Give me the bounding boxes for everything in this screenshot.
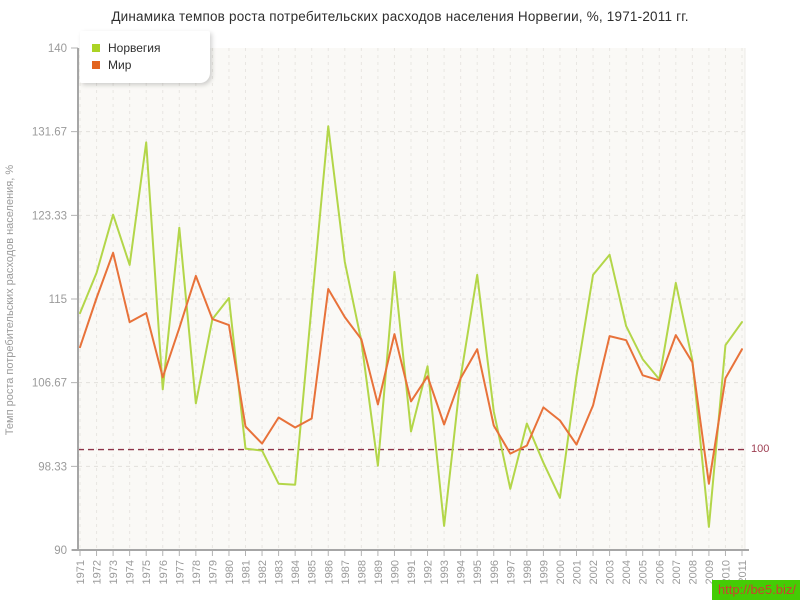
x-tick-label: 1997 [505,560,517,584]
x-tick-label: 1988 [356,560,368,584]
x-tick-label: 1976 [158,560,170,584]
x-tick-label: 2010 [720,560,732,584]
x-tick-label: 1995 [472,560,484,584]
y-axis-title: Темп роста потребительских расходов насе… [4,164,16,436]
x-tick-label: 1986 [323,560,335,584]
y-tick-label: 115 [49,294,67,306]
x-tick-label: 1990 [389,560,401,584]
y-tick-label: 131.67 [32,127,67,139]
x-tick-label: 1981 [241,560,253,584]
x-tick-label: 1992 [423,560,435,584]
y-tick-label: 98.33 [38,461,67,473]
x-tick-label: 2000 [555,560,567,584]
chart-title: Динамика темпов роста потребительских ра… [111,9,689,24]
x-tick-label: 2003 [605,560,617,584]
x-tick-label: 2001 [572,560,584,584]
x-tick-label: 2004 [621,560,633,584]
x-tick-label: 1985 [307,560,319,584]
x-tick-label: 1972 [92,560,104,584]
legend-label-norway: Норвегия [108,41,161,55]
x-tick-label: 2011 [737,560,749,584]
x-tick-label: 2008 [687,560,699,584]
x-tick-label: 1973 [108,560,120,584]
x-tick-label: 1978 [191,560,203,584]
x-tick-label: 1994 [456,560,468,584]
plot-background [78,48,745,550]
guide-value-label: 100 [751,442,770,455]
y-tick-label: 90 [54,545,67,557]
x-tick-label: 2009 [704,560,716,584]
y-tick-label: 123.33 [32,210,67,222]
x-tick-label: 1971 [75,560,87,584]
y-tick-label: 140 [48,43,67,55]
x-tick-label: 1982 [257,560,269,584]
x-tick-label: 2007 [671,560,683,584]
x-tick-label: 1989 [373,560,385,584]
x-tick-label: 2005 [638,560,650,584]
norway-series-swatch-icon [92,44,100,52]
legend-label-world: Мир [108,58,132,72]
legend: Норвегия Мир [80,31,210,83]
x-tick-label: 1980 [224,560,236,584]
x-tick-label: 1987 [340,560,352,584]
y-tick-label: 106.67 [32,378,67,390]
world-series-swatch-icon [92,61,100,69]
x-tick-label: 1977 [174,560,186,584]
x-tick-label: 1998 [522,560,534,584]
x-tick-label: 1999 [538,560,550,584]
x-tick-label: 1979 [207,560,219,584]
legend-item-world[interactable]: Мир [92,58,196,72]
norway-series-line [79,125,743,528]
x-tick-label: 1993 [439,560,451,584]
x-tick-label: 1996 [489,560,501,584]
legend-item-norway[interactable]: Норвегия [92,41,196,55]
x-tick-label: 2002 [588,560,600,584]
x-tick-label: 1984 [290,560,302,584]
x-tick-label: 1975 [141,560,153,584]
watermark-link[interactable]: http://be5.biz/ [711,580,800,600]
world-series-line [79,251,743,485]
x-tick-label: 1983 [274,560,286,584]
x-tick-label: 1974 [125,560,137,584]
x-tick-label: 1991 [406,560,418,584]
x-tick-label: 2006 [654,560,666,584]
